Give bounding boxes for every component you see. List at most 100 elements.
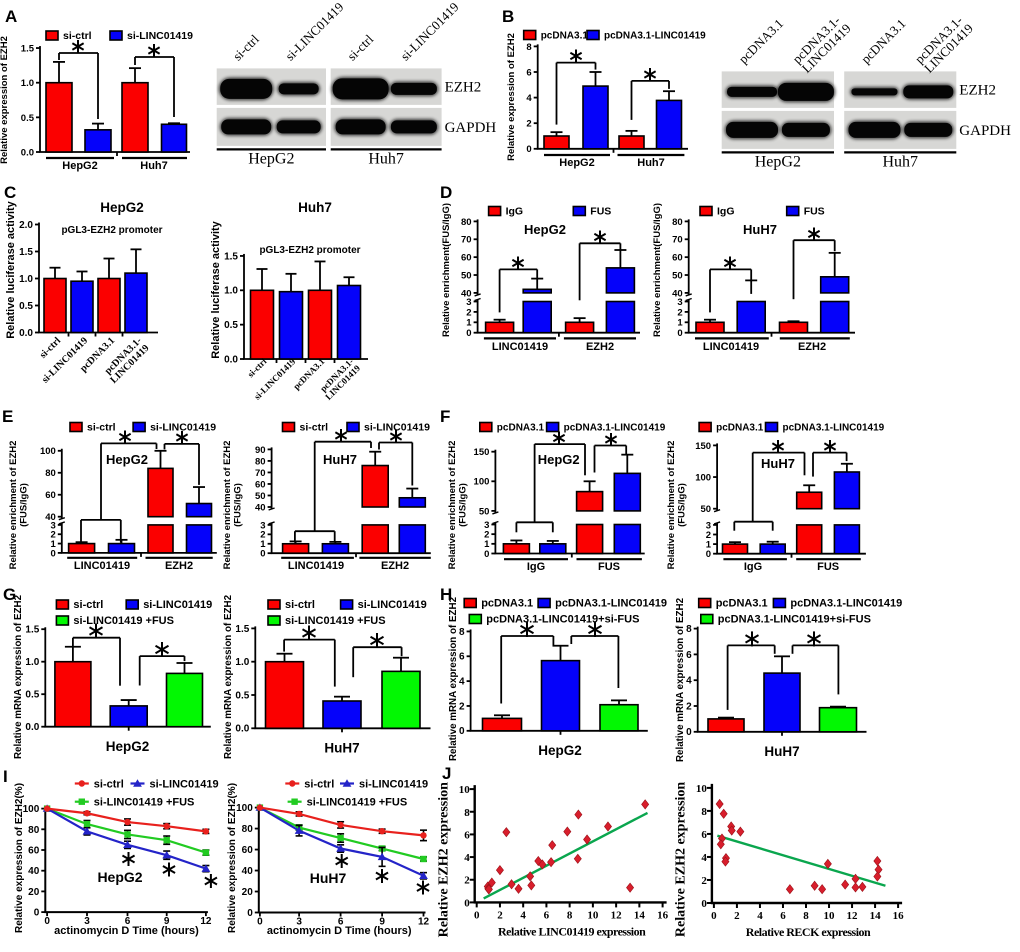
- svg-text:Huh7: Huh7: [882, 153, 918, 170]
- svg-text:FUS: FUS: [598, 561, 620, 573]
- svg-text:EZH2: EZH2: [165, 560, 193, 572]
- svg-text:HepG2: HepG2: [248, 150, 294, 167]
- svg-text:Relative expression of EZH2: Relative expression of EZH2: [506, 33, 517, 161]
- svg-text:HuH7: HuH7: [324, 741, 359, 756]
- svg-text:60: 60: [255, 479, 266, 490]
- svg-text:12: 12: [611, 909, 623, 921]
- svg-text:0: 0: [260, 549, 265, 560]
- svg-text:0: 0: [701, 898, 707, 910]
- svg-text:HepG2: HepG2: [538, 743, 582, 758]
- svg-text:0.5: 0.5: [224, 320, 238, 331]
- svg-text:pcDNA3.1: pcDNA3.1: [541, 31, 589, 42]
- svg-text:HuH7: HuH7: [764, 744, 799, 759]
- svg-text:si-ctrl: si-ctrl: [73, 599, 103, 611]
- svg-text:0.0: 0.0: [21, 147, 34, 158]
- svg-text:2: 2: [484, 530, 489, 541]
- svg-text:si-LINC01419 +FUS: si-LINC01419 +FUS: [94, 797, 195, 809]
- svg-text:HuH7: HuH7: [323, 452, 357, 467]
- svg-text:0.0: 0.0: [25, 722, 39, 733]
- svg-text:actinomycin D Time (hours): actinomycin D Time (hours): [54, 925, 199, 937]
- svg-text:2: 2: [526, 119, 531, 130]
- svg-text:Huh7: Huh7: [368, 150, 404, 167]
- svg-text:80: 80: [242, 824, 254, 835]
- svg-text:8: 8: [464, 807, 470, 819]
- svg-text:FUS: FUS: [817, 561, 839, 573]
- svg-text:EZH2: EZH2: [959, 83, 996, 99]
- svg-text:6: 6: [464, 829, 470, 841]
- svg-text:2: 2: [677, 307, 682, 318]
- svg-text:HepG2: HepG2: [538, 452, 580, 467]
- svg-text:50: 50: [672, 270, 683, 281]
- svg-text:0: 0: [484, 549, 489, 560]
- svg-text:FUS: FUS: [590, 206, 611, 218]
- svg-text:2: 2: [260, 530, 265, 541]
- svg-text:Relative LINC01419 expression: Relative LINC01419 expression: [498, 924, 646, 938]
- svg-text:9: 9: [379, 917, 385, 928]
- svg-text:Relative EZH2 expression: Relative EZH2 expression: [674, 782, 689, 938]
- svg-text:Relative enrichment of EZH2: Relative enrichment of EZH2: [666, 441, 677, 570]
- svg-text:150: 150: [695, 441, 711, 452]
- svg-text:EZH2: EZH2: [381, 560, 409, 572]
- svg-text:1.5: 1.5: [19, 247, 33, 258]
- svg-text:Relative expression of EZH2: Relative expression of EZH2: [0, 36, 10, 164]
- svg-text:0: 0: [677, 328, 682, 339]
- svg-text:12: 12: [847, 910, 859, 922]
- svg-text:si-LINC01419: si-LINC01419: [359, 779, 428, 791]
- svg-text:0.5: 0.5: [235, 690, 249, 701]
- svg-text:3: 3: [260, 520, 265, 531]
- svg-text:0: 0: [257, 917, 263, 928]
- svg-text:2: 2: [464, 875, 470, 887]
- svg-text:2: 2: [734, 910, 740, 922]
- svg-text:E: E: [2, 407, 13, 426]
- svg-text:100: 100: [236, 803, 253, 814]
- svg-text:2.0: 2.0: [19, 220, 33, 231]
- svg-text:HepG2: HepG2: [106, 452, 148, 467]
- svg-text:2: 2: [466, 307, 471, 318]
- svg-text:1: 1: [466, 318, 472, 329]
- svg-text:90: 90: [255, 445, 266, 456]
- svg-text:(FUS/IgG): (FUS/IgG): [677, 483, 688, 527]
- svg-text:si-ctrl: si-ctrl: [63, 30, 92, 42]
- svg-text:2: 2: [497, 909, 503, 921]
- svg-text:0: 0: [526, 144, 531, 155]
- svg-text:si-LINC01419: si-LINC01419: [150, 779, 219, 791]
- svg-text:70: 70: [461, 235, 472, 246]
- svg-text:Relative enrichment of EZH2: Relative enrichment of EZH2: [222, 441, 233, 570]
- svg-text:150: 150: [474, 447, 490, 458]
- svg-text:0: 0: [459, 726, 465, 737]
- svg-text:pcDNA3.1: pcDNA3.1: [481, 598, 533, 610]
- svg-text:14: 14: [870, 910, 882, 922]
- svg-text:HepG2: HepG2: [100, 200, 144, 215]
- svg-text:3: 3: [484, 520, 489, 531]
- svg-text:1: 1: [677, 318, 683, 329]
- svg-text:8: 8: [701, 806, 707, 818]
- svg-text:HepG2: HepG2: [755, 153, 801, 170]
- svg-text:IgG: IgG: [744, 561, 762, 573]
- svg-text:LINC01419: LINC01419: [74, 560, 130, 572]
- svg-text:1: 1: [51, 539, 57, 550]
- svg-text:F: F: [440, 407, 450, 426]
- svg-text:LINC01419: LINC01419: [492, 341, 548, 353]
- svg-text:3: 3: [466, 297, 471, 308]
- svg-text:HuH7: HuH7: [743, 222, 777, 237]
- svg-text:100: 100: [474, 477, 490, 488]
- svg-text:si-LINC01419 +FUS: si-LINC01419 +FUS: [73, 615, 174, 627]
- svg-text:3: 3: [706, 520, 711, 531]
- svg-text:EZH2: EZH2: [586, 341, 614, 353]
- svg-text:HepG2: HepG2: [97, 869, 142, 885]
- svg-text:0: 0: [711, 910, 717, 922]
- svg-text:A: A: [5, 7, 17, 26]
- svg-text:80: 80: [672, 217, 683, 228]
- svg-text:6: 6: [459, 652, 465, 663]
- svg-text:0: 0: [466, 328, 471, 339]
- svg-text:8: 8: [686, 624, 692, 635]
- svg-text:40: 40: [461, 288, 472, 299]
- svg-text:3: 3: [51, 520, 56, 531]
- svg-text:LINC01419: LINC01419: [703, 341, 759, 353]
- svg-text:Relative luciferase activity: Relative luciferase activity: [5, 200, 17, 338]
- svg-text:1.5: 1.5: [224, 251, 238, 262]
- svg-text:60: 60: [672, 253, 683, 264]
- svg-text:3: 3: [84, 916, 90, 927]
- svg-text:0: 0: [686, 727, 692, 738]
- svg-text:60: 60: [242, 845, 254, 856]
